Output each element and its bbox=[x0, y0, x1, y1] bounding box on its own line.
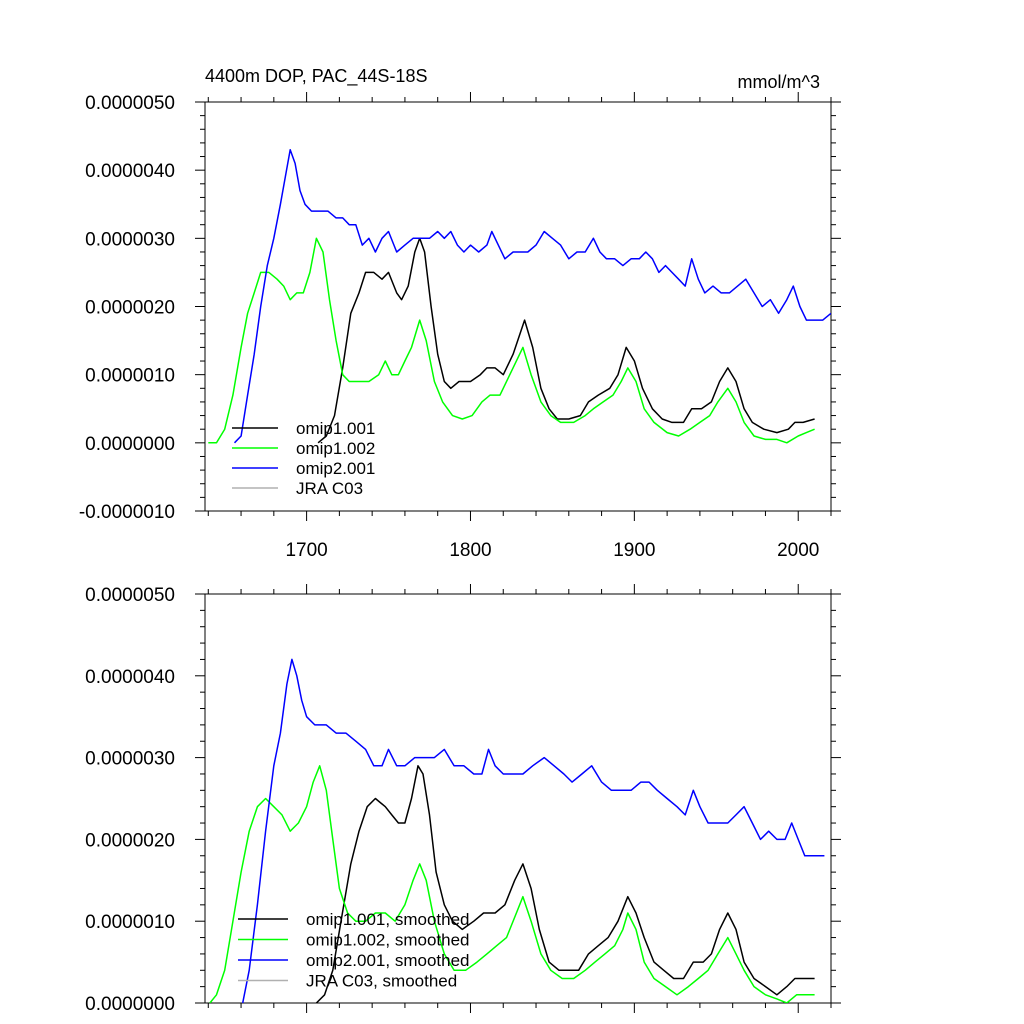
legend-label: omip1.001 bbox=[296, 419, 375, 438]
y-tick-label: 0.0000000 bbox=[85, 994, 175, 1015]
y-tick-label: 0.0000040 bbox=[85, 667, 175, 688]
legend-label: omip1.002, smoothed bbox=[306, 931, 470, 950]
legend-label: omip1.002 bbox=[296, 439, 375, 458]
series-line-omip1-002-smoothed bbox=[209, 765, 815, 1003]
y-tick-label: 0.0000040 bbox=[85, 161, 175, 182]
y-tick-label: 0.0000030 bbox=[85, 229, 175, 250]
y-tick-label: 0.0000010 bbox=[85, 366, 175, 387]
y-tick-label: 0.0000030 bbox=[85, 749, 175, 770]
series-line-omip1-001 bbox=[317, 237, 815, 444]
series-line-omip1-001-smoothed bbox=[315, 765, 815, 1003]
x-tick-label: 1700 bbox=[285, 540, 327, 561]
y-tick-label: 0.0000000 bbox=[85, 434, 175, 455]
x-tick-label: 2000 bbox=[777, 540, 819, 561]
legend-label: JRA C03 bbox=[296, 479, 363, 498]
y-tick-label: 0.0000050 bbox=[85, 585, 175, 606]
y-tick-label: 0.0000010 bbox=[85, 912, 175, 933]
legend-label: omip2.001, smoothed bbox=[306, 951, 470, 970]
chart-panel-1: 1700 1800 1900 2000 -0.0000010 0.0000000 0.000… bbox=[79, 66, 841, 561]
plot-frame bbox=[204, 593, 832, 1004]
chart-title: 4400m DOP, PAC_44S-18S bbox=[205, 66, 427, 87]
legend-label: JRA C03, smoothed bbox=[306, 972, 457, 991]
legend-label: omip2.001 bbox=[296, 459, 375, 478]
series-line-omip2-001 bbox=[233, 148, 831, 444]
series-line-omip1-002 bbox=[208, 237, 815, 444]
y-tick-label: 0.0000020 bbox=[85, 830, 175, 851]
units-label: mmol/m^3 bbox=[738, 72, 820, 92]
x-tick-label: 1800 bbox=[449, 540, 491, 561]
legend-label: omip1.001, smoothed bbox=[306, 910, 470, 929]
x-tick-label: 1900 bbox=[613, 540, 655, 561]
y-tick-label: 0.0000050 bbox=[85, 93, 175, 114]
chart-panel-2: 0.0000000 0.0000010 0.0000020 0.0000030 0.00… bbox=[85, 584, 841, 1015]
y-tick-label: 0.0000020 bbox=[85, 298, 175, 319]
series-line-omip2-001-smoothed bbox=[241, 658, 825, 1003]
y-tick-label: -0.0000010 bbox=[79, 502, 175, 523]
